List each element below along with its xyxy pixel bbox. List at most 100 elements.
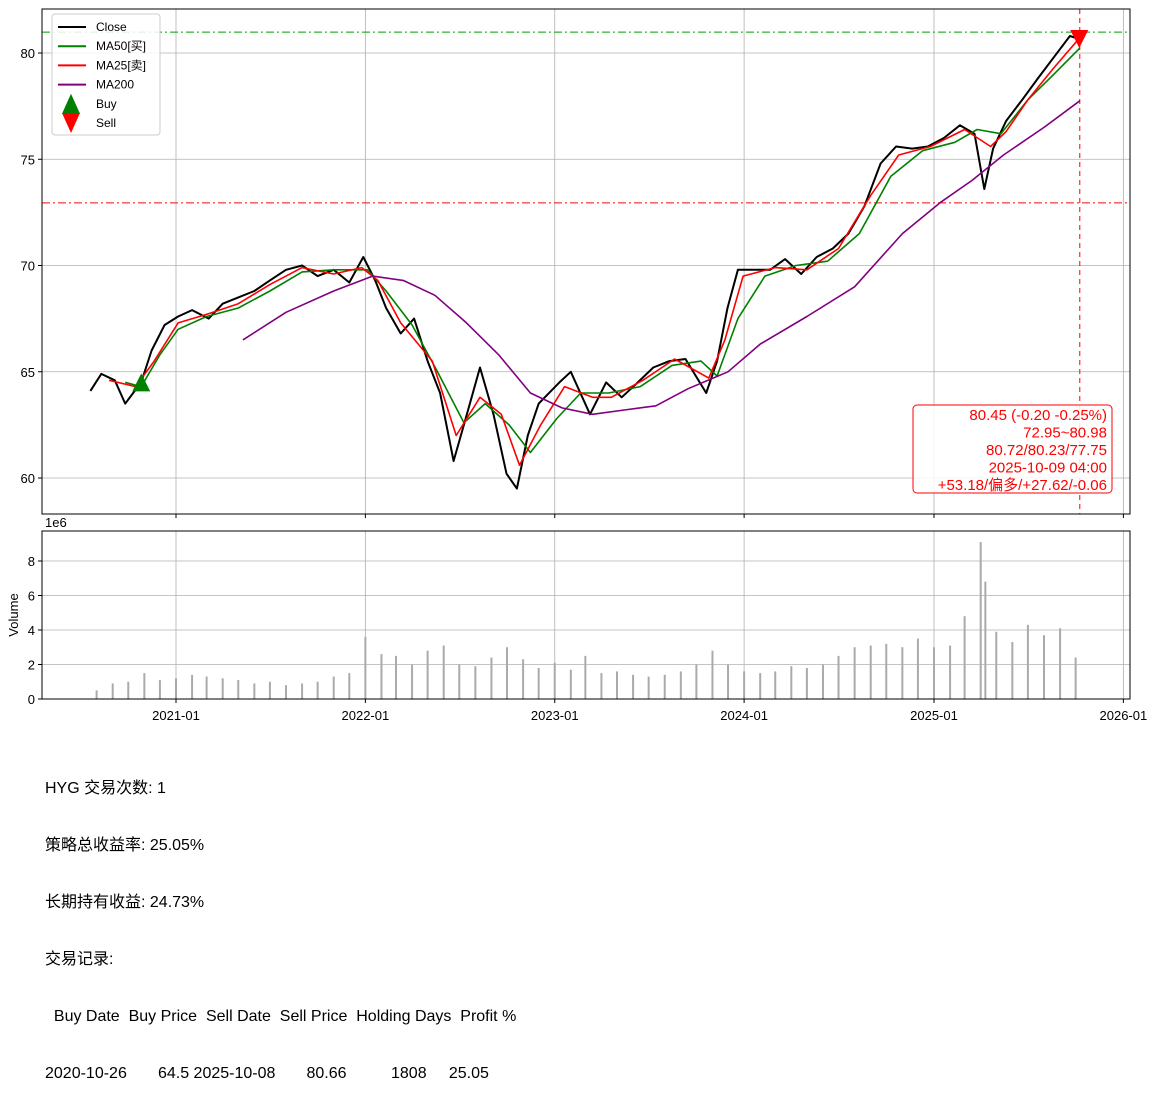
reference-lines: [42, 9, 1130, 514]
volume-bar: [426, 650, 429, 699]
volume-bar: [191, 674, 194, 699]
volume-bar: [1074, 657, 1077, 699]
volume-bar: [679, 671, 682, 699]
volume-bar: [949, 645, 952, 699]
volume-bar: [632, 674, 635, 699]
volume-bar: [600, 673, 603, 699]
y-tick-label: 8: [28, 554, 35, 569]
y-tick-label: 4: [28, 623, 35, 638]
trade-markers: [132, 29, 1089, 392]
volume-bar: [821, 664, 824, 699]
legend-label: Sell: [96, 116, 116, 130]
y-tick-label: 0: [28, 692, 35, 707]
legend-label: MA25[卖]: [96, 58, 146, 72]
volume-bar: [553, 662, 556, 699]
strategy-return: 策略总收益率: 25.05%: [45, 837, 205, 854]
volume-bar: [647, 676, 650, 699]
volume-axes-frame: [41, 530, 1131, 700]
volume-bar: [143, 673, 146, 699]
volume-bar: [1059, 628, 1062, 699]
x-tick-label: 2021-01: [152, 708, 200, 723]
volume-axis-label: Volume: [6, 593, 21, 636]
buy-hold-return: 长期持有收益: 24.73%: [45, 894, 205, 911]
volume-bar: [394, 655, 397, 699]
price-grid: [42, 9, 1130, 514]
volume-bar: [411, 664, 414, 699]
y-tick-label: 70: [21, 259, 35, 274]
volume-bar: [380, 654, 383, 699]
x-tick-label: 2022-01: [342, 708, 390, 723]
volume-bar: [442, 645, 445, 699]
legend-label: Close: [96, 20, 127, 34]
trade-records-label: 交易记录:: [45, 951, 114, 968]
volume-bar: [522, 659, 525, 699]
volume-bar: [364, 636, 367, 699]
series-line-close: [89, 35, 1080, 490]
x-tick-label: 2026-01: [1100, 708, 1148, 723]
price-series: [89, 35, 1081, 490]
volume-bar: [221, 678, 224, 699]
y-tick-label: 6: [28, 589, 35, 604]
volume-bar: [979, 542, 982, 699]
volume-scale-label: 1e6: [45, 515, 67, 530]
annotation-line: 80.72/80.23/77.75: [986, 442, 1107, 459]
annotation-line: 2025-10-09 04:00: [989, 460, 1107, 477]
trade-table-header: Buy Date Buy Price Sell Date Sell Price …: [45, 1008, 517, 1025]
volume-bar: [569, 669, 572, 699]
legend-label: Buy: [96, 97, 117, 111]
volume-bar: [984, 581, 987, 699]
volume-bar: [727, 664, 730, 699]
y-tick-label: 80: [21, 46, 35, 61]
x-tick-label: 2023-01: [531, 708, 579, 723]
legend-marker-buy: [62, 93, 80, 114]
volume-bar: [805, 667, 808, 699]
volume-bar: [205, 676, 208, 699]
volume-bar: [916, 638, 919, 699]
volume-bar: [175, 678, 177, 699]
volume-bar: [711, 650, 714, 699]
volume-bar: [790, 666, 793, 699]
volume-bar: [837, 655, 840, 699]
volume-bar: [348, 673, 351, 699]
volume-bar: [537, 667, 540, 699]
volume-bar: [301, 683, 304, 699]
legend-marker-sell: [62, 113, 80, 133]
price-ticks: 60 65 70 75 80: [21, 46, 1124, 518]
volume-bar: [506, 647, 509, 699]
volume-bar: [458, 664, 461, 699]
volume-bar: [253, 683, 256, 699]
y-tick-label: 65: [21, 365, 35, 380]
volume-bar: [268, 681, 271, 699]
buy-marker: [132, 373, 151, 392]
x-tick-label: 2025-01: [910, 708, 958, 723]
series-line-ma200: [242, 100, 1081, 416]
annotation-box: 80.45 (-0.20 -0.25%)72.95~80.9880.72/80.…: [912, 404, 1113, 494]
trade-count: HYG 交易次数: 1: [45, 780, 166, 797]
volume-bar: [663, 674, 666, 699]
volume-bar: [901, 647, 904, 699]
volume-bar: [490, 657, 493, 699]
annotation-line: 80.45 (-0.20 -0.25%): [969, 407, 1107, 424]
volume-bar: [743, 671, 746, 699]
y-tick-label: 75: [21, 152, 35, 167]
volume-bar: [963, 616, 966, 699]
y-tick-label: 60: [21, 471, 35, 486]
volume-bar: [1042, 635, 1045, 699]
volume-bars: [95, 542, 1077, 699]
volume-bar: [615, 671, 618, 699]
series-line-ma50: [124, 47, 1081, 454]
volume-bar: [869, 645, 872, 699]
volume-bar: [995, 631, 998, 699]
legend-label: MA200: [96, 78, 134, 92]
volume-bar: [237, 680, 240, 699]
series-line-ma25: [108, 37, 1081, 466]
volume-bar: [774, 671, 777, 699]
volume-bar: [695, 664, 698, 699]
volume-bar: [759, 673, 762, 699]
trade-summary: HYG 交易次数: 1 策略总收益率: 25.05% 长期持有收益: 24.73…: [45, 741, 516, 1102]
volume-bar: [332, 676, 335, 699]
volume-bar: [474, 666, 477, 699]
volume-bar: [95, 690, 98, 699]
sell-marker: [1070, 29, 1089, 48]
